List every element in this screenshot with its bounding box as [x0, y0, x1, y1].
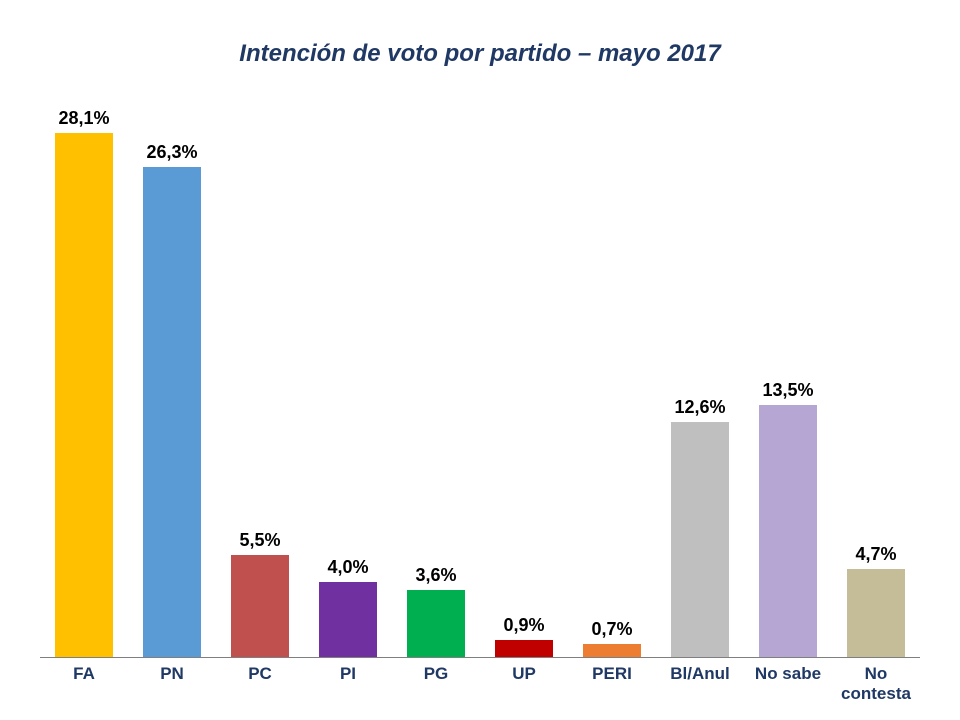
bar-rect [231, 555, 289, 657]
bar-rect [319, 582, 377, 657]
bar-column: 4,7% [832, 98, 920, 657]
bar-value-label: 5,5% [239, 530, 280, 551]
bar-rect [495, 640, 553, 657]
bar-rect [407, 590, 465, 657]
x-axis-label: UP [480, 664, 568, 705]
bar-value-label: 0,7% [591, 619, 632, 640]
bar-value-label: 26,3% [146, 142, 197, 163]
x-axis-label: PERI [568, 664, 656, 705]
bar-value-label: 3,6% [415, 565, 456, 586]
bar-column: 4,0% [304, 98, 392, 657]
bar-value-label: 4,7% [855, 544, 896, 565]
bar-column: 26,3% [128, 98, 216, 657]
bar-column: 0,7% [568, 98, 656, 657]
x-axis-labels: FAPNPCPIPGUPPERIBl/AnulNo sabeNo contest… [40, 664, 920, 705]
x-axis-label: No sabe [744, 664, 832, 705]
x-axis-label: PI [304, 664, 392, 705]
plot-area: 28,1% 26,3% 5,5% 4,0% 3,6% 0,9% 0,7% 12,6% 13,5%… [40, 98, 920, 658]
chart-container: Intención de voto por partido – mayo 201… [0, 0, 960, 720]
bar-value-label: 4,0% [327, 557, 368, 578]
x-axis-label: PG [392, 664, 480, 705]
bar-rect [583, 644, 641, 657]
bar-value-label: 28,1% [58, 108, 109, 129]
chart-title: Intención de voto por partido – mayo 201… [40, 40, 920, 68]
bar-value-label: 13,5% [762, 380, 813, 401]
bar-rect [55, 133, 113, 657]
x-axis-label: Bl/Anul [656, 664, 744, 705]
bar-column: 13,5% [744, 98, 832, 657]
x-axis-label: FA [40, 664, 128, 705]
x-axis-label: PC [216, 664, 304, 705]
bar-column: 3,6% [392, 98, 480, 657]
bar-rect [143, 167, 201, 657]
bar-column: 28,1% [40, 98, 128, 657]
bar-rect [847, 569, 905, 657]
x-axis-label: PN [128, 664, 216, 705]
bar-column: 0,9% [480, 98, 568, 657]
x-axis-label: No contesta [832, 664, 920, 705]
bar-rect [671, 422, 729, 657]
bar-column: 12,6% [656, 98, 744, 657]
bar-column: 5,5% [216, 98, 304, 657]
bar-rect [759, 405, 817, 657]
bar-value-label: 12,6% [674, 397, 725, 418]
bar-value-label: 0,9% [503, 615, 544, 636]
